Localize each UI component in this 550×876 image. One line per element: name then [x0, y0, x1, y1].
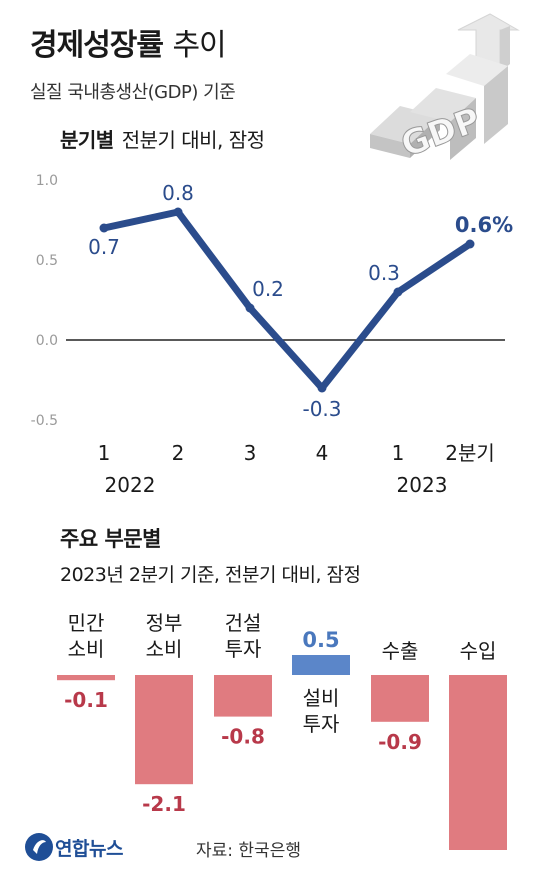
data-label: 0.6% [455, 213, 513, 237]
quarterly-line-chart: 1.0 0.5 0.0 -0.5 0.7 0.8 0.2 -0.3 0.3 0.6% 1 2 3 4 1 2분… [31, 173, 513, 497]
category-label: 투자 [225, 637, 262, 661]
quarterly-heading-note: 전분기 대비, 잠정 [121, 128, 265, 152]
value-label: -0.1 [64, 688, 108, 712]
data-point [173, 207, 183, 217]
category-label: 투자 [303, 712, 340, 736]
agency-name: 연합뉴스 [55, 838, 123, 860]
title-rest: 추이 [172, 28, 226, 63]
value-label: 0.5 [302, 628, 339, 652]
category-label: 건설 [225, 611, 262, 635]
source-text: 자료: 한국은행 [196, 841, 301, 861]
bar [135, 675, 193, 785]
data-point [393, 287, 403, 297]
data-label: 0.7 [88, 235, 120, 259]
category-label: 설비 [303, 686, 340, 710]
bar [57, 675, 115, 681]
title-bold: 경제성장률 [30, 28, 164, 63]
sector-bar-chart: 민간소비-0.1정부소비-2.1건설투자-0.80.5설비투자수출-0.9수입-… [57, 611, 507, 850]
value-label: -2.1 [142, 792, 186, 816]
x-tick-label: 1 [392, 441, 405, 465]
category-label: 소비 [146, 637, 183, 661]
data-point [317, 383, 327, 393]
category-label: 민간 [68, 611, 105, 635]
x-tick-label: 3 [244, 441, 257, 465]
bar [292, 655, 350, 675]
value-label: -0.8 [221, 725, 265, 749]
x-tick-label: 1 [98, 441, 111, 465]
page-title: 경제성장률 추이 [30, 20, 227, 64]
x-tick-label: 4 [316, 441, 329, 465]
x-tick-label: 2 [172, 441, 185, 465]
quarterly-heading: 분기별 전분기 대비, 잠정 [60, 124, 265, 153]
sectors-heading: 주요 부문별 [60, 527, 161, 551]
value-label: -0.9 [378, 730, 422, 754]
y-tick-label: 1.0 [36, 173, 58, 189]
data-label: 0.2 [252, 277, 284, 301]
year-label: 2022 [105, 473, 156, 497]
sectors-note: 2023년 2분기 기준, 전분기 대비, 잠정 [60, 564, 361, 586]
bar [449, 675, 507, 850]
x-tick-label: 2분기 [445, 441, 495, 465]
yonhap-logo-icon [25, 833, 53, 861]
bar [214, 675, 272, 717]
category-label: 소비 [68, 637, 105, 661]
category-label: 수출 [382, 639, 419, 663]
data-label: -0.3 [302, 397, 341, 421]
series-line [100, 208, 474, 392]
page-subtitle: 실질 국내총생산(GDP) 기준 [30, 82, 236, 103]
y-tick-label: -0.5 [31, 413, 58, 429]
category-label: 정부 [146, 611, 183, 635]
quarterly-heading-bold: 분기별 [60, 128, 114, 152]
category-label: 수입 [460, 639, 497, 663]
data-point [245, 303, 255, 313]
data-point [99, 223, 109, 233]
year-label: 2023 [397, 473, 448, 497]
y-tick-label: 0.5 [36, 253, 58, 269]
data-label: 0.3 [368, 261, 400, 285]
gdp-graphic-icon: GDP [370, 13, 520, 166]
data-point [465, 239, 475, 249]
y-tick-label: 0.0 [36, 333, 58, 349]
bar [371, 675, 429, 722]
data-label: 0.8 [162, 181, 194, 205]
